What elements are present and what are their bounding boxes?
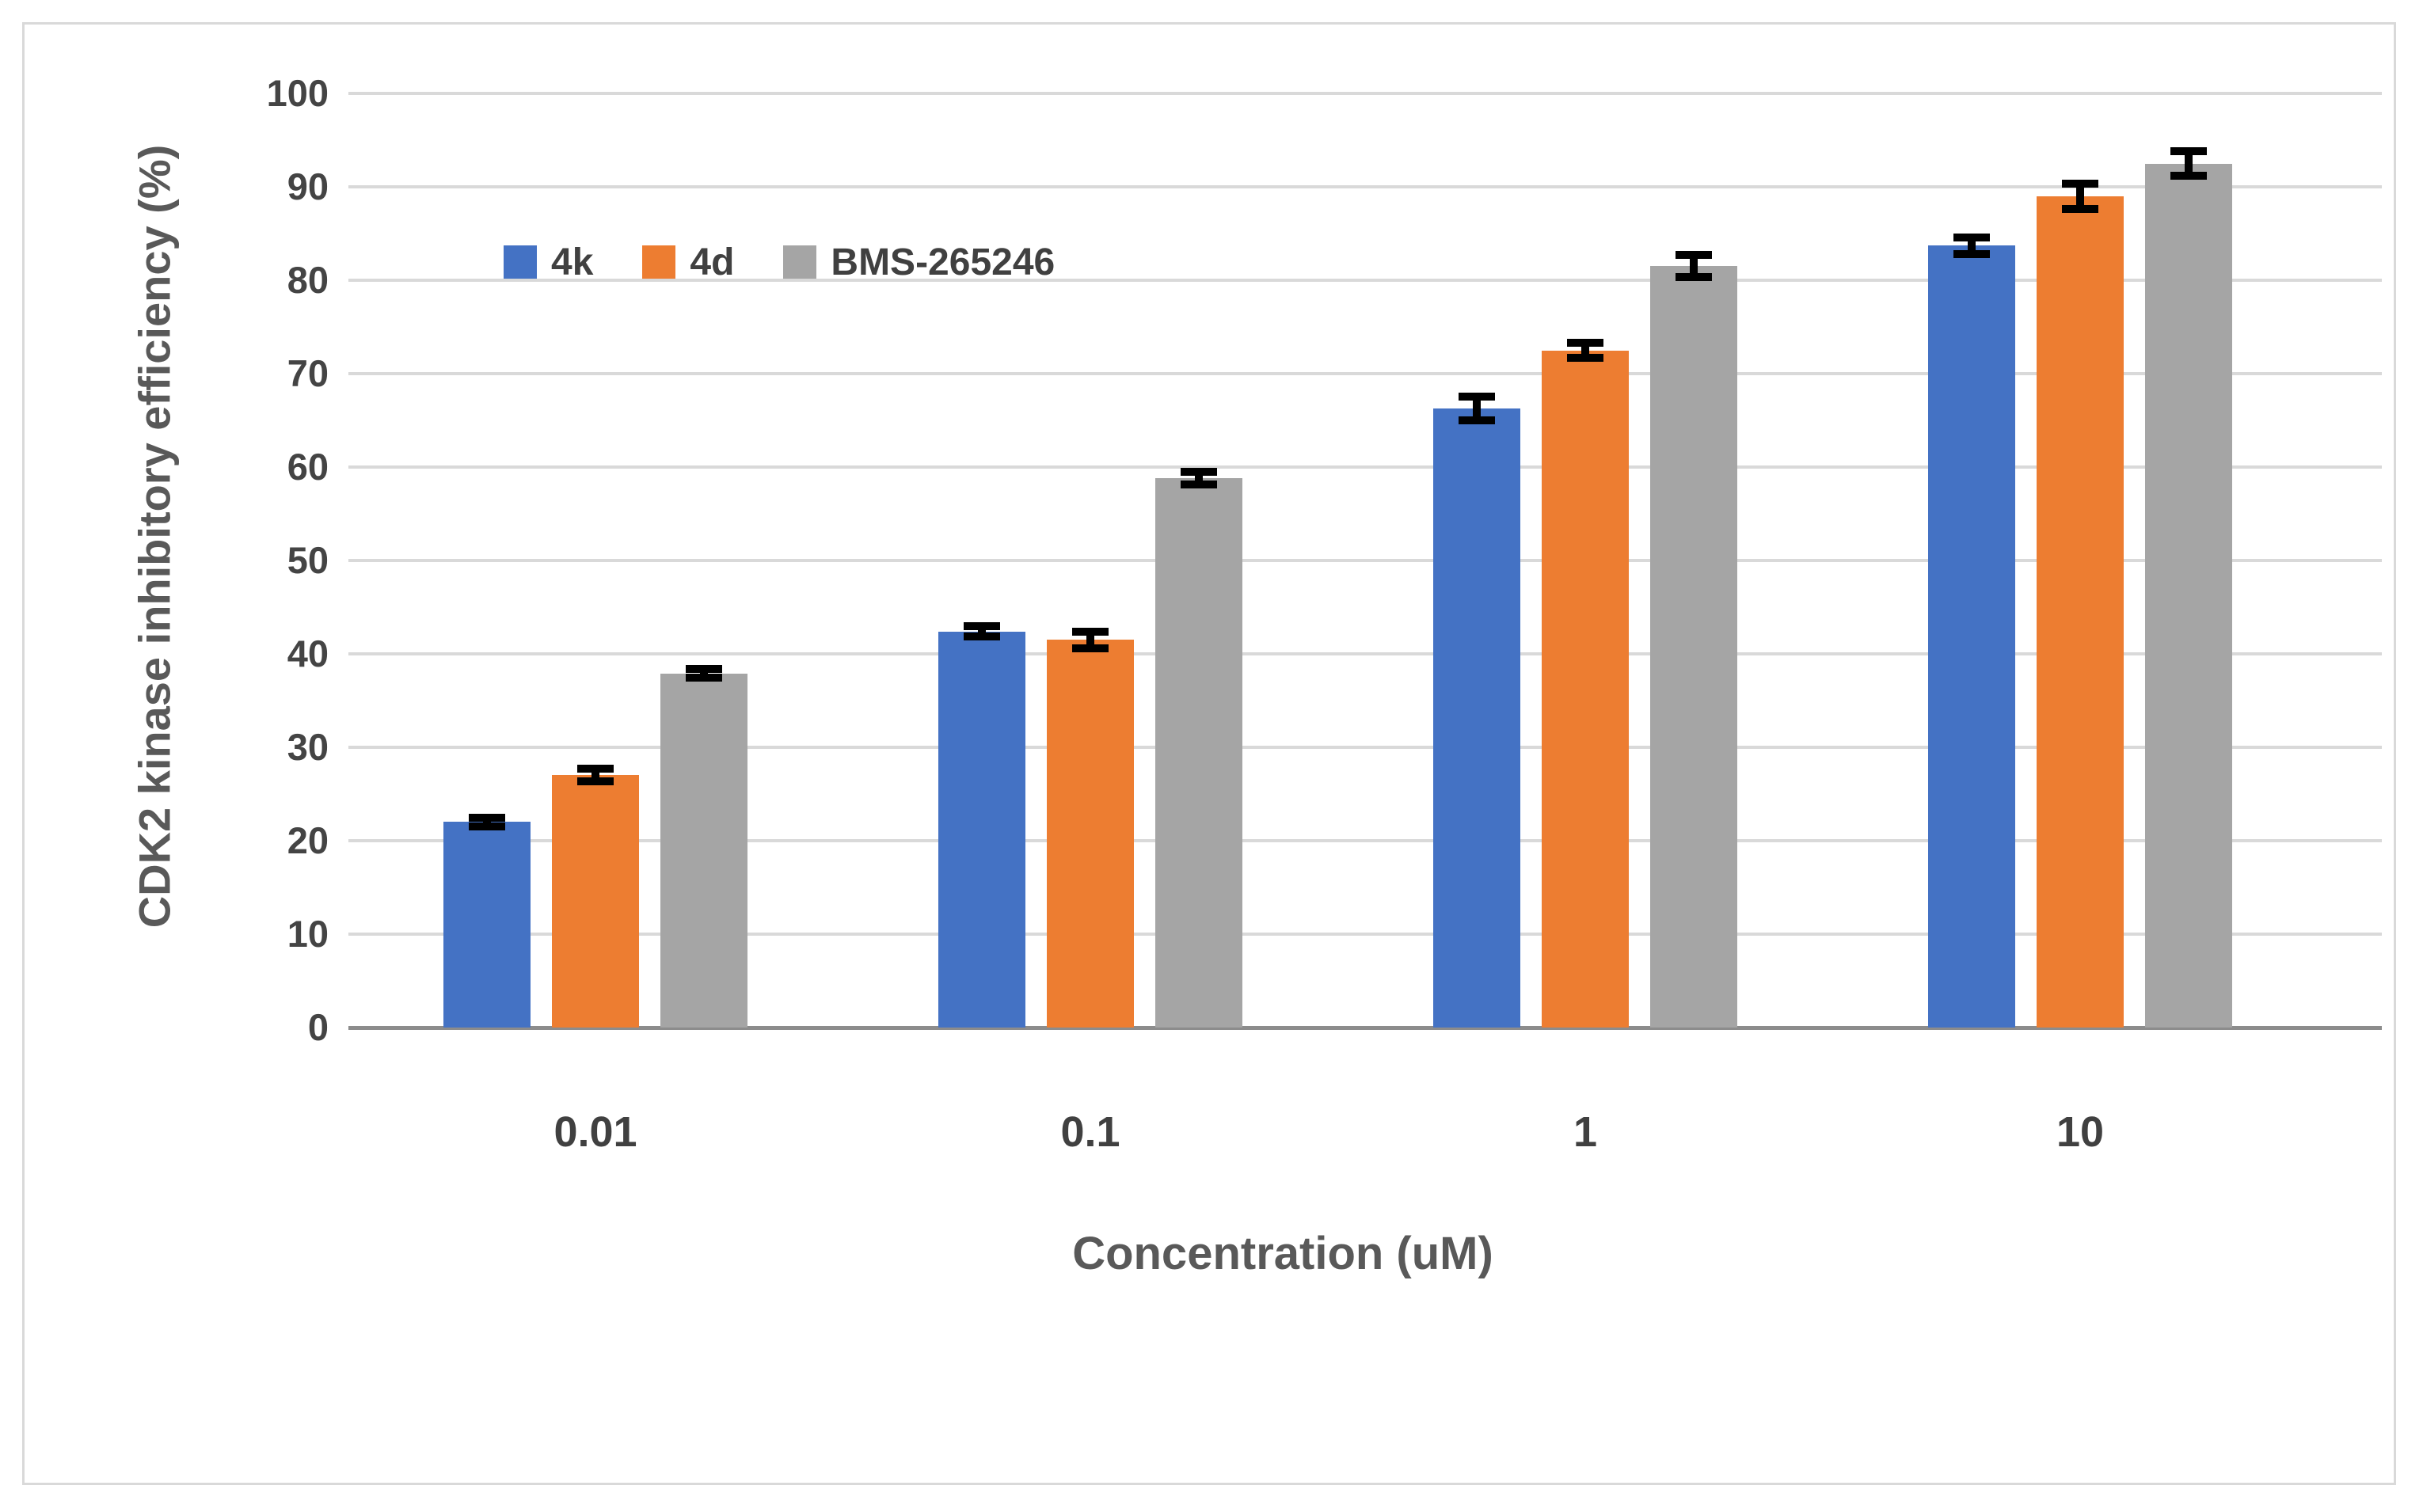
bar-4d-0.01: [552, 775, 639, 1028]
legend: 4k 4d BMS-265246: [504, 244, 1055, 282]
error-bar-4d-1: [1567, 339, 1603, 362]
y-tick-label-80: 80: [287, 259, 329, 301]
error-bar-stem: [591, 765, 599, 786]
gridline-80: [348, 279, 2382, 282]
error-bar-stem: [1690, 251, 1698, 282]
legend-item-BMS-265246: BMS-265246: [783, 244, 1055, 282]
gridline-30: [348, 746, 2382, 749]
y-tick-label-10: 10: [287, 913, 329, 955]
bar-4k-1: [1433, 408, 1520, 1028]
legend-swatch-icon: [783, 245, 817, 280]
bar-4k-10: [1928, 245, 2015, 1028]
legend-label: BMS-265246: [831, 241, 1056, 283]
error-bar-stem: [483, 813, 491, 830]
y-tick-label-40: 40: [287, 633, 329, 674]
gridline-40: [348, 652, 2382, 655]
gridline-70: [348, 372, 2382, 375]
bar-BMS-265246-0.1: [1155, 478, 1242, 1028]
gridline-50: [348, 559, 2382, 562]
y-tick-label-0: 0: [307, 1006, 329, 1048]
error-bar-stem: [978, 621, 986, 641]
y-tick-label-100: 100: [266, 72, 329, 114]
y-tick-label-90: 90: [287, 165, 329, 207]
error-bar-4k-0.1: [964, 621, 1000, 641]
y-tick-label-20: 20: [287, 819, 329, 861]
legend-swatch-icon: [504, 245, 537, 280]
legend-item-4k: 4k: [504, 244, 593, 282]
error-bar-stem: [1473, 392, 1481, 424]
error-bar-BMS-265246-10: [2170, 147, 2207, 180]
error-bar-4k-1: [1459, 392, 1495, 424]
error-bar-stem: [1581, 339, 1589, 362]
error-bar-stem: [2076, 179, 2084, 214]
y-tick-label-60: 60: [287, 446, 329, 488]
gridline-60: [348, 465, 2382, 469]
error-bar-BMS-265246-0.01: [686, 665, 722, 682]
y-tick-label-30: 30: [287, 726, 329, 768]
x-tick-label-0.01: 0.01: [553, 1108, 637, 1156]
gridline-10: [348, 933, 2382, 936]
x-tick-label-0.1: 0.1: [1060, 1108, 1120, 1156]
bar-4k-0.01: [443, 822, 531, 1028]
legend-item-4d: 4d: [642, 244, 734, 282]
error-bar-4k-0.01: [469, 813, 505, 830]
error-bar-stem: [1086, 627, 1094, 652]
gridline-100: [348, 92, 2382, 95]
error-bar-BMS-265246-1: [1676, 251, 1712, 282]
x-tick-label-1: 1: [1573, 1108, 1598, 1156]
y-tick-label-50: 50: [287, 539, 329, 581]
bar-4d-10: [2037, 196, 2124, 1028]
error-bar-4k-10: [1953, 234, 1990, 258]
error-bar-stem: [700, 665, 708, 682]
error-bar-stem: [1968, 234, 1976, 258]
bar-4d-1: [1542, 350, 1629, 1028]
bar-4k-0.1: [938, 631, 1025, 1028]
error-bar-stem: [1195, 468, 1203, 489]
bar-BMS-265246-1: [1650, 266, 1737, 1028]
legend-label: 4k: [551, 241, 594, 283]
legend-swatch-icon: [642, 245, 676, 280]
y-tick-label-70: 70: [287, 352, 329, 394]
x-axis-line: [348, 1026, 2382, 1030]
error-bar-stem: [2185, 147, 2193, 180]
bar-BMS-265246-10: [2145, 163, 2232, 1028]
x-axis-title: Concentration (uM): [1072, 1228, 1493, 1279]
error-bar-4d-10: [2062, 179, 2098, 214]
error-bar-BMS-265246-0.1: [1181, 468, 1217, 489]
gridline-20: [348, 839, 2382, 842]
error-bar-4d-0.01: [577, 765, 614, 786]
error-bar-4d-0.1: [1072, 627, 1109, 652]
bar-4d-0.1: [1047, 640, 1134, 1028]
bar-BMS-265246-0.01: [660, 673, 747, 1028]
gridline-90: [348, 185, 2382, 188]
legend-label: 4d: [690, 241, 735, 283]
x-tick-label-10: 10: [2056, 1108, 2105, 1156]
